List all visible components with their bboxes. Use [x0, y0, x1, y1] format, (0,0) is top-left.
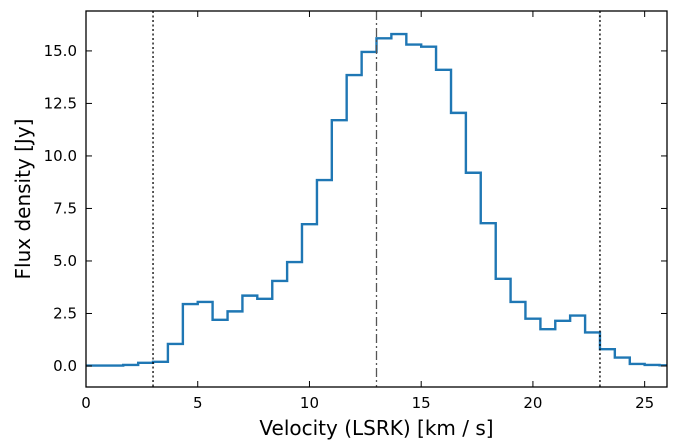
- y-tick-label: 5.0: [53, 252, 77, 270]
- x-tick-label: 15: [412, 394, 431, 412]
- series-line-0: [86, 32, 667, 367]
- x-axis-label: Velocity (LSRK) [km / s]: [259, 416, 493, 440]
- reference-lines: [152, 11, 601, 387]
- x-tick-label: 10: [300, 394, 319, 412]
- y-tick-label: 7.5: [53, 199, 77, 217]
- y-tick-label: 12.5: [44, 94, 77, 112]
- y-tick-label: 0.0: [53, 357, 77, 375]
- x-tick-label: 5: [193, 394, 203, 412]
- x-tick-label: 20: [523, 394, 542, 412]
- y-tick-label: 10.0: [44, 147, 77, 165]
- y-axis-label: Flux density [Jy]: [11, 119, 35, 280]
- x-tick-label: 0: [81, 394, 91, 412]
- x-tick-label: 25: [635, 394, 654, 412]
- axes-frame: [85, 10, 668, 388]
- axis-ticks: 0 5 10 15 20 25 0.0 2.5 5.0 7.5 10.0 12.5 15.0: [44, 11, 667, 412]
- y-tick-label: 15.0: [44, 42, 77, 60]
- plot-area: [86, 32, 667, 367]
- y-tick-label: 2.5: [53, 304, 77, 322]
